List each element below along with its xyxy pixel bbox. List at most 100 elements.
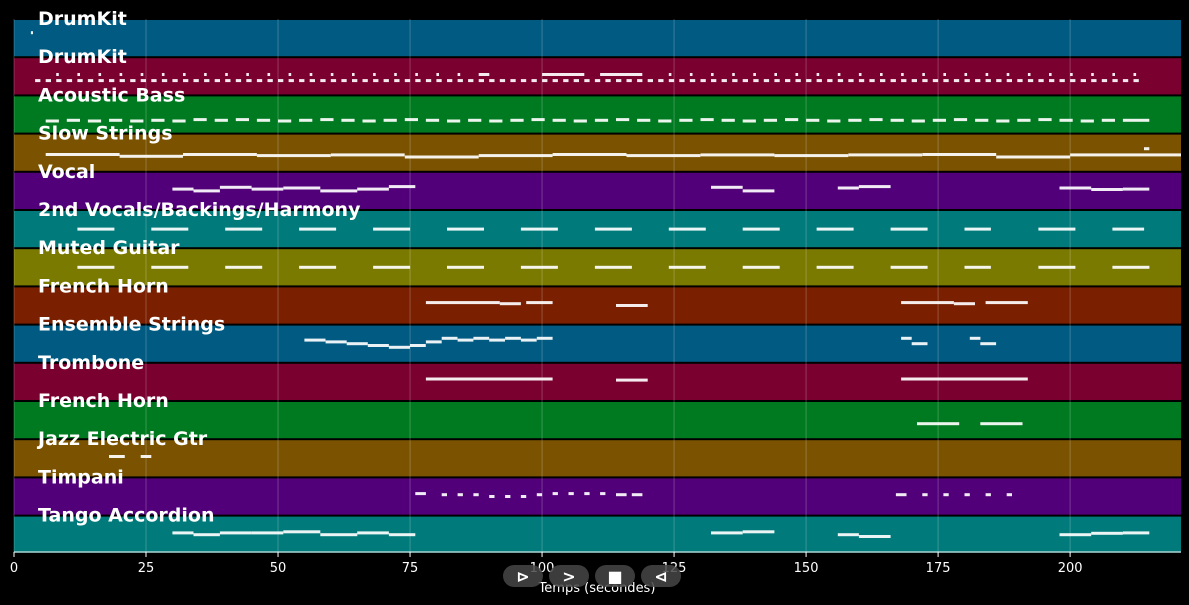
note-mark bbox=[172, 79, 178, 83]
note-mark bbox=[1112, 227, 1145, 231]
note-mark bbox=[563, 79, 569, 83]
note-mark bbox=[996, 119, 1010, 123]
note-mark bbox=[901, 336, 912, 340]
note-mark bbox=[1059, 79, 1065, 83]
note-mark bbox=[1122, 531, 1150, 535]
note-mark bbox=[1112, 79, 1118, 83]
note-mark bbox=[658, 79, 664, 83]
note-mark bbox=[1070, 153, 1181, 157]
note-mark bbox=[816, 73, 820, 76]
note-mark bbox=[711, 531, 743, 535]
note-mark bbox=[183, 73, 186, 76]
note-mark bbox=[447, 227, 484, 231]
note-mark bbox=[600, 492, 606, 496]
note-mark bbox=[119, 154, 183, 158]
note-mark bbox=[415, 73, 418, 76]
note-mark bbox=[520, 495, 527, 498]
note-mark bbox=[330, 73, 334, 76]
note-mark bbox=[732, 79, 738, 83]
note-mark bbox=[573, 119, 587, 123]
note-mark bbox=[130, 79, 136, 83]
note-mark bbox=[394, 73, 397, 76]
note-mark bbox=[45, 153, 120, 156]
note-mark bbox=[119, 73, 123, 76]
note-mark bbox=[785, 79, 791, 83]
note-mark bbox=[917, 422, 960, 426]
note-mark bbox=[584, 492, 590, 496]
track-label: French Horn bbox=[38, 390, 169, 412]
note-mark bbox=[1133, 79, 1139, 83]
note-mark bbox=[320, 79, 326, 83]
track-label: Muted Guitar bbox=[38, 237, 180, 259]
note-mark bbox=[77, 79, 83, 83]
note-mark bbox=[415, 79, 421, 83]
note-mark bbox=[373, 79, 379, 83]
note-mark bbox=[478, 154, 553, 158]
note-mark bbox=[45, 119, 59, 123]
note-mark bbox=[320, 533, 358, 537]
note-mark bbox=[309, 79, 315, 83]
track-lane bbox=[14, 134, 1181, 171]
note-mark bbox=[520, 338, 537, 342]
note-mark bbox=[911, 119, 925, 123]
note-mark bbox=[975, 118, 989, 122]
note-mark bbox=[806, 118, 820, 122]
track-lane bbox=[14, 363, 1181, 400]
note-mark bbox=[283, 530, 321, 534]
note-mark bbox=[109, 118, 123, 122]
note-mark bbox=[837, 533, 859, 537]
note-mark bbox=[267, 73, 271, 76]
note-mark bbox=[341, 79, 347, 83]
track-lane bbox=[14, 440, 1181, 477]
note-mark bbox=[447, 79, 453, 83]
note-mark bbox=[969, 336, 981, 340]
note-mark bbox=[742, 227, 780, 231]
note-mark bbox=[468, 118, 482, 122]
note-mark bbox=[304, 338, 326, 342]
note-mark bbox=[388, 185, 416, 189]
note-mark bbox=[404, 118, 418, 122]
forward-button[interactable]: > bbox=[549, 565, 589, 587]
back-button[interactable]: ⊲ bbox=[641, 565, 681, 587]
note-mark bbox=[975, 79, 981, 83]
note-mark bbox=[584, 79, 590, 83]
note-mark bbox=[87, 79, 94, 83]
note-mark bbox=[468, 79, 474, 83]
note-mark bbox=[785, 118, 799, 122]
note-mark bbox=[1049, 79, 1055, 83]
note-mark bbox=[172, 531, 194, 535]
note-mark bbox=[763, 79, 770, 83]
note-mark bbox=[283, 186, 321, 190]
track-lane bbox=[14, 20, 1181, 57]
note-mark bbox=[964, 493, 970, 497]
note-mark bbox=[668, 227, 706, 231]
play-button[interactable]: ⊳ bbox=[503, 565, 543, 587]
stop-button[interactable]: ■ bbox=[595, 565, 635, 587]
note-mark bbox=[774, 73, 777, 76]
note-mark bbox=[489, 119, 503, 123]
note-mark bbox=[299, 265, 337, 269]
track-lane bbox=[14, 58, 1181, 95]
note-mark bbox=[520, 265, 558, 269]
note-mark bbox=[1006, 79, 1012, 83]
note-mark bbox=[447, 119, 461, 123]
note-mark bbox=[1059, 533, 1092, 537]
tick-label: 25 bbox=[138, 561, 155, 576]
note-mark bbox=[367, 344, 389, 347]
note-mark bbox=[626, 79, 632, 83]
note-mark bbox=[1070, 79, 1076, 83]
note-mark bbox=[362, 119, 376, 123]
note-mark bbox=[880, 73, 883, 76]
note-mark bbox=[441, 336, 458, 340]
note-mark bbox=[837, 186, 859, 190]
note-mark bbox=[510, 118, 524, 122]
note-mark bbox=[341, 118, 355, 122]
note-mark bbox=[848, 153, 923, 157]
note-mark bbox=[352, 73, 355, 76]
note-mark bbox=[985, 301, 1028, 305]
note-mark bbox=[505, 336, 521, 340]
note-mark bbox=[161, 79, 168, 83]
tick-label: 0 bbox=[10, 561, 18, 576]
note-mark bbox=[246, 79, 252, 83]
